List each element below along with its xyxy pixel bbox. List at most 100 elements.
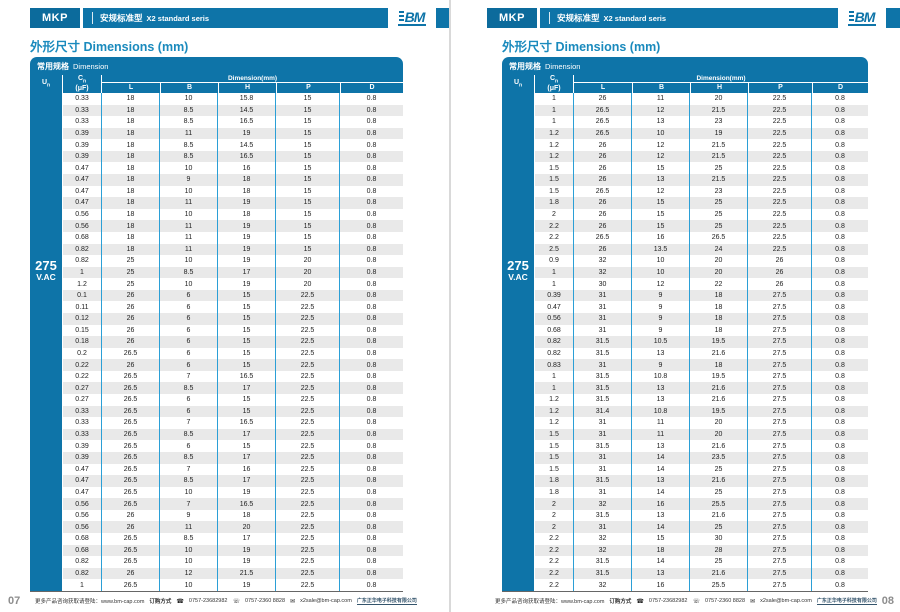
cell: 0.8 bbox=[366, 523, 377, 531]
cell: 27.5 bbox=[748, 579, 812, 591]
column-header-p: P bbox=[748, 83, 812, 93]
cell: 0.8 bbox=[835, 130, 845, 138]
cell: 0.82 bbox=[535, 347, 574, 360]
cell: 27.5 bbox=[748, 451, 812, 464]
cell: 26 bbox=[574, 220, 632, 232]
cell: 2.2 bbox=[535, 567, 574, 580]
cell: 1 bbox=[63, 266, 102, 279]
logo-stripes-icon bbox=[848, 11, 854, 22]
cell: 15.8 bbox=[218, 93, 276, 105]
table-row: 2.2 32 16 25.5 27.5 0.8 bbox=[535, 579, 868, 591]
cell: 26 bbox=[748, 255, 812, 267]
cell: 19 bbox=[690, 127, 748, 140]
cell: 8.5 bbox=[160, 139, 218, 151]
cell: 19 bbox=[218, 255, 276, 267]
cell: 31.5 bbox=[574, 475, 632, 487]
cell: 0.8 bbox=[366, 199, 377, 207]
cell: 0.8 bbox=[366, 245, 377, 253]
cell: 31 bbox=[574, 428, 632, 441]
table-row: 1.2 25 10 19 20 0.8 bbox=[63, 278, 403, 290]
cell: 19.5 bbox=[690, 370, 748, 383]
footer-info[interactable]: 更多产品咨询获取请登陆：www.bm-cap.com bbox=[495, 599, 605, 605]
cell: 12 bbox=[632, 185, 690, 198]
table-row: 2.5 26 13.5 24 22.5 0.8 bbox=[535, 243, 868, 256]
cell: 21.6 bbox=[690, 382, 748, 395]
cell: 15 bbox=[276, 197, 340, 209]
cell: 10 bbox=[632, 127, 690, 140]
table-row: 0.82 26 12 21.5 22.5 0.8 bbox=[63, 567, 403, 580]
table-row: 0.12 26 6 15 22.5 0.8 bbox=[63, 312, 403, 325]
cell: 26.5 bbox=[574, 231, 632, 244]
cell: 12 bbox=[632, 278, 690, 290]
cell: 0.8 bbox=[835, 164, 845, 172]
cell: 15 bbox=[218, 394, 276, 406]
cell: 0.8 bbox=[366, 350, 377, 357]
cell: 0.8 bbox=[835, 326, 845, 334]
cell: 18 bbox=[102, 208, 160, 221]
cell: 10 bbox=[160, 486, 218, 499]
cell: 9 bbox=[632, 312, 690, 325]
footer-info[interactable]: 更多产品咨询获取请登陆：www.bm-cap.com bbox=[35, 599, 145, 605]
email-address[interactable]: x2sale@bm-cap.com bbox=[760, 598, 812, 604]
phone-number-2: 0757-2360 8828 bbox=[244, 598, 286, 604]
cell: 0.9 bbox=[535, 255, 574, 267]
table-row: 1.8 31.5 13 21.6 27.5 0.8 bbox=[535, 475, 868, 487]
cell: 22.5 bbox=[276, 359, 340, 371]
cell: 17 bbox=[218, 532, 276, 545]
table-row: 0.47 26.5 8.5 17 22.5 0.8 bbox=[63, 475, 403, 487]
cell: 0.39 bbox=[535, 289, 574, 302]
cell: 0.68 bbox=[63, 532, 102, 545]
table-banner: 常用规格 Dimension bbox=[30, 57, 403, 75]
cell: 13 bbox=[632, 347, 690, 360]
cell: 0.8 bbox=[366, 384, 377, 392]
table-row: 0.22 26 6 15 22.5 0.8 bbox=[63, 359, 403, 371]
cell: 15 bbox=[276, 220, 340, 232]
page-number: 08 bbox=[881, 595, 894, 607]
cell: 23 bbox=[690, 185, 748, 198]
cell: 17 bbox=[218, 428, 276, 441]
cell: 0.8 bbox=[366, 373, 377, 381]
cell: 8.5 bbox=[160, 532, 218, 545]
cell: 22.5 bbox=[276, 336, 340, 348]
cell: 18 bbox=[102, 139, 160, 151]
cell: 0.82 bbox=[63, 567, 102, 580]
dimensions-table: 常用规格 Dimension Un Cn (μF) Dimension(mm) … bbox=[30, 57, 403, 592]
cell: 2 bbox=[535, 521, 574, 533]
voltage-value: 275 bbox=[35, 258, 57, 273]
cell: 15 bbox=[276, 243, 340, 256]
table-row: 0.82 31.5 13 21.6 27.5 0.8 bbox=[535, 347, 868, 360]
cell: 31 bbox=[574, 289, 632, 302]
cell: 0.8 bbox=[366, 361, 377, 369]
cell: 0.8 bbox=[366, 303, 377, 311]
cell: 0.8 bbox=[835, 315, 845, 323]
cell: 31.5 bbox=[574, 567, 632, 580]
cell: 1.2 bbox=[535, 417, 574, 429]
cell: 0.8 bbox=[835, 361, 845, 369]
cell: 20 bbox=[690, 93, 748, 105]
page-footer: 更多产品咨询获取请登陆：www.bm-cap.com 订购方式 ☎ 0757-2… bbox=[495, 597, 877, 605]
cell: 0.8 bbox=[366, 396, 377, 404]
cell: 0.68 bbox=[63, 544, 102, 557]
cell: 19.5 bbox=[690, 405, 748, 418]
cell: 0.8 bbox=[366, 106, 377, 114]
column-header-p: P bbox=[276, 83, 340, 93]
cell: 16.5 bbox=[218, 417, 276, 429]
cell: 0.8 bbox=[366, 558, 377, 566]
table-row: 0.82 26.5 10 19 22.5 0.8 bbox=[63, 556, 403, 568]
cell: 26 bbox=[748, 278, 812, 290]
cell: 9 bbox=[632, 301, 690, 313]
table-row: 0.83 31 9 18 27.5 0.8 bbox=[535, 359, 868, 371]
cell: 21.6 bbox=[690, 509, 748, 522]
table-row: 1.5 31.5 13 21.6 27.5 0.8 bbox=[535, 440, 868, 452]
table-row: 1.2 31.4 10.8 19.5 27.5 0.8 bbox=[535, 405, 868, 418]
cell: 10.8 bbox=[632, 370, 690, 383]
email-address[interactable]: x2sale@bm-cap.com bbox=[300, 598, 352, 604]
cell: 0.8 bbox=[366, 338, 377, 346]
cell: 21.6 bbox=[690, 394, 748, 406]
cell: 27.5 bbox=[748, 336, 812, 348]
cell: 0.33 bbox=[63, 417, 102, 429]
cell: 26.5 bbox=[574, 116, 632, 128]
cell: 0.47 bbox=[535, 301, 574, 313]
cell: 6 bbox=[160, 324, 218, 337]
cell: 27.5 bbox=[748, 463, 812, 476]
